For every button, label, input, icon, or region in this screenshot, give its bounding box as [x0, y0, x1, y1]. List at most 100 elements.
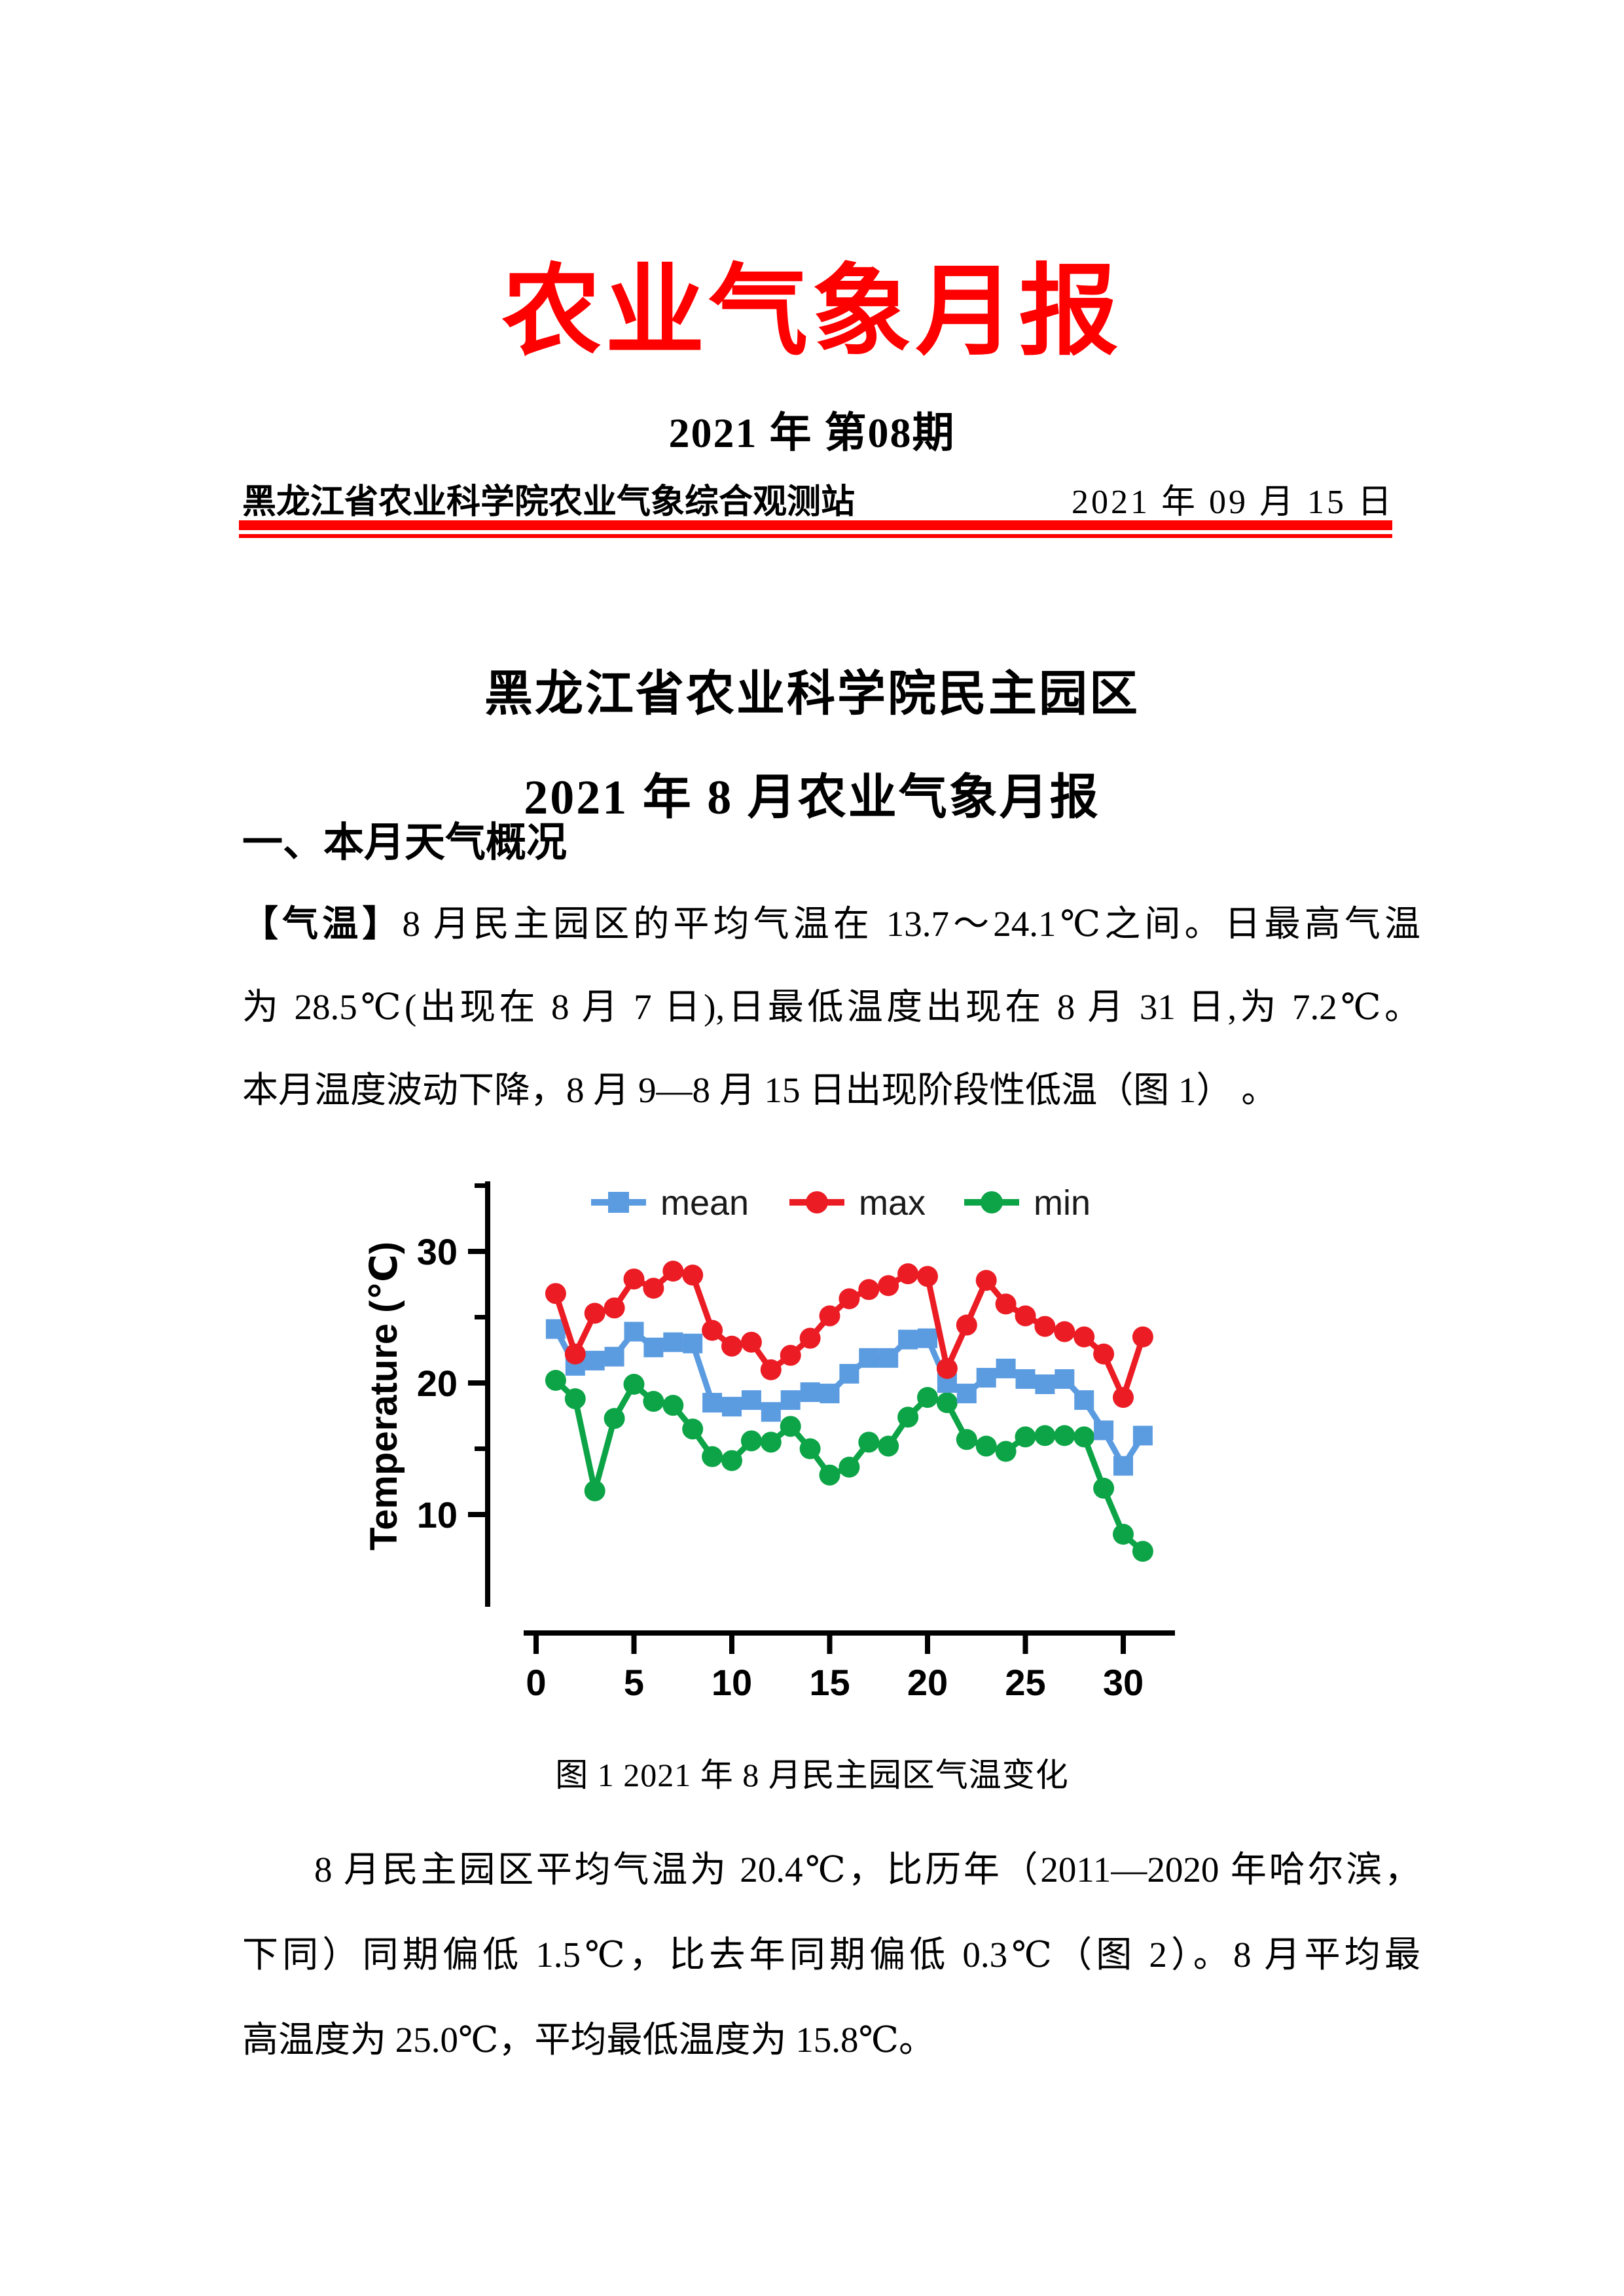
data-point-min — [564, 1388, 586, 1410]
data-point-min — [643, 1391, 664, 1412]
data-point-mean — [702, 1393, 723, 1413]
x-tick-label: 0 — [526, 1662, 546, 1703]
data-point-mean — [1113, 1456, 1133, 1476]
data-point-mean — [604, 1346, 624, 1367]
data-point-min — [995, 1441, 1017, 1462]
data-point-min — [819, 1464, 840, 1486]
data-point-max — [799, 1327, 821, 1349]
legend-square-marker — [608, 1192, 629, 1213]
data-point-min — [584, 1480, 605, 1501]
figure1-chart: 10 20 30 Temperature (℃) 0 5 10 15 20 25 30 mean max… — [363, 1181, 1175, 1703]
x-tick-label: 20 — [907, 1662, 948, 1703]
data-point-max — [662, 1261, 684, 1282]
series-mean — [545, 1319, 1153, 1476]
y-tick-label: 10 — [417, 1494, 458, 1535]
data-point-mean — [624, 1321, 644, 1342]
legend-circle-marker — [981, 1191, 1003, 1213]
data-point-min — [1015, 1426, 1036, 1448]
data-point-max — [564, 1343, 586, 1365]
data-point-max — [1074, 1326, 1095, 1348]
data-point-max — [780, 1344, 801, 1366]
summary-paragraph: 8 月民主园区平均气温为 20.4℃，比历年（2011—2020 年哈尔滨， 下… — [242, 1827, 1420, 2083]
legend-label: min — [1034, 1183, 1091, 1223]
data-point-min — [1074, 1426, 1095, 1448]
data-point-min — [780, 1416, 801, 1437]
data-point-min — [662, 1395, 684, 1416]
data-point-mean — [643, 1337, 664, 1357]
legend-circle-marker — [806, 1191, 828, 1213]
document-title: 农业气象月报 — [501, 257, 1123, 367]
data-point-max — [721, 1335, 742, 1357]
issue-line: 2021 年 第08期 — [668, 410, 956, 456]
data-point-max — [956, 1314, 977, 1336]
legend-item-min: min — [964, 1183, 1091, 1223]
legend-label: max — [859, 1183, 926, 1223]
data-point-mean — [996, 1358, 1016, 1378]
data-point-max — [682, 1265, 704, 1286]
data-point-mean — [1094, 1420, 1114, 1441]
temperature-label: 【气温】 — [242, 904, 403, 944]
data-point-max — [1015, 1305, 1036, 1327]
separator-thick-line — [239, 520, 1392, 530]
data-point-min — [721, 1450, 742, 1471]
data-point-max — [584, 1302, 605, 1324]
data-point-max — [1093, 1343, 1115, 1365]
paragraph-line: 为 28.5℃(出现在 8 月 7 日),日最低温度出现在 8 月 31 日,为… — [242, 987, 1420, 1027]
x-tick-label: 5 — [624, 1662, 644, 1703]
y-tick-label: 20 — [417, 1363, 458, 1404]
data-point-mean — [898, 1329, 918, 1350]
data-point-mean — [1055, 1369, 1075, 1389]
data-point-mean — [820, 1384, 840, 1404]
data-point-min — [1034, 1425, 1056, 1446]
data-point-mean — [839, 1363, 859, 1384]
paragraph-line: 【气温】8 月民主园区的平均气温在 13.7～24.1℃之间。日最高气温 — [242, 882, 1420, 965]
data-point-max — [995, 1293, 1017, 1315]
x-tick-label: 25 — [1005, 1662, 1045, 1703]
data-point-mean — [1015, 1369, 1036, 1389]
data-point-min — [936, 1392, 958, 1414]
header-row: 黑龙江省农业科学院农业气象综合观测站 2021 年 09 月 15 日 — [242, 474, 1394, 523]
legend-label: mean — [660, 1183, 749, 1223]
data-point-mean — [956, 1384, 977, 1404]
figure1-caption: 图 1 2021 年 8 月民主园区气温变化 — [555, 1757, 1069, 1793]
data-point-max — [917, 1266, 938, 1287]
legend-item-mean: mean — [591, 1183, 749, 1223]
data-point-min — [839, 1456, 860, 1478]
data-point-mean — [800, 1382, 820, 1403]
data-point-mean — [918, 1328, 937, 1348]
data-point-max — [839, 1288, 860, 1310]
data-point-mean — [859, 1348, 879, 1368]
data-point-min — [740, 1430, 762, 1452]
data-point-min — [975, 1435, 997, 1457]
data-point-max — [858, 1279, 880, 1300]
data-point-min — [917, 1387, 938, 1408]
data-point-max — [740, 1331, 762, 1353]
publisher-name: 黑龙江省农业科学院农业气象综合观测站 — [242, 484, 856, 521]
data-point-max — [1132, 1326, 1153, 1348]
data-point-max — [897, 1263, 919, 1285]
paragraph-line: 高温度为 25.0℃，平均最低温度为 15.8℃。 — [242, 2020, 935, 2060]
data-point-min — [682, 1418, 704, 1440]
data-point-max — [1034, 1316, 1056, 1337]
data-point-mean — [663, 1332, 683, 1352]
data-point-mean — [722, 1397, 742, 1417]
x-tick-label: 15 — [809, 1662, 850, 1703]
data-point-max — [878, 1275, 899, 1297]
section1-title: 一、本月天气概况 — [242, 821, 568, 865]
data-point-mean — [1074, 1390, 1094, 1410]
data-point-max — [604, 1297, 625, 1319]
data-point-mean — [741, 1390, 761, 1410]
series-max — [545, 1261, 1153, 1408]
data-point-min — [623, 1374, 645, 1395]
data-point-min — [799, 1438, 821, 1460]
data-point-max — [1113, 1387, 1134, 1408]
y-axis-title: Temperature (℃) — [367, 1242, 405, 1551]
x-tick-label: 30 — [1103, 1662, 1144, 1703]
data-point-mean — [976, 1367, 996, 1388]
data-point-min — [1054, 1425, 1075, 1446]
paragraph-line: 下同）同期偏低 1.5℃，比去年同期偏低 0.3℃（图 2）。8 月平均最 — [242, 1935, 1420, 1975]
data-point-max — [545, 1283, 566, 1304]
data-point-mean — [585, 1350, 605, 1371]
temperature-paragraph: 【气温】8 月民主园区的平均气温在 13.7～24.1℃之间。日最高气温 为 2… — [242, 882, 1420, 1132]
